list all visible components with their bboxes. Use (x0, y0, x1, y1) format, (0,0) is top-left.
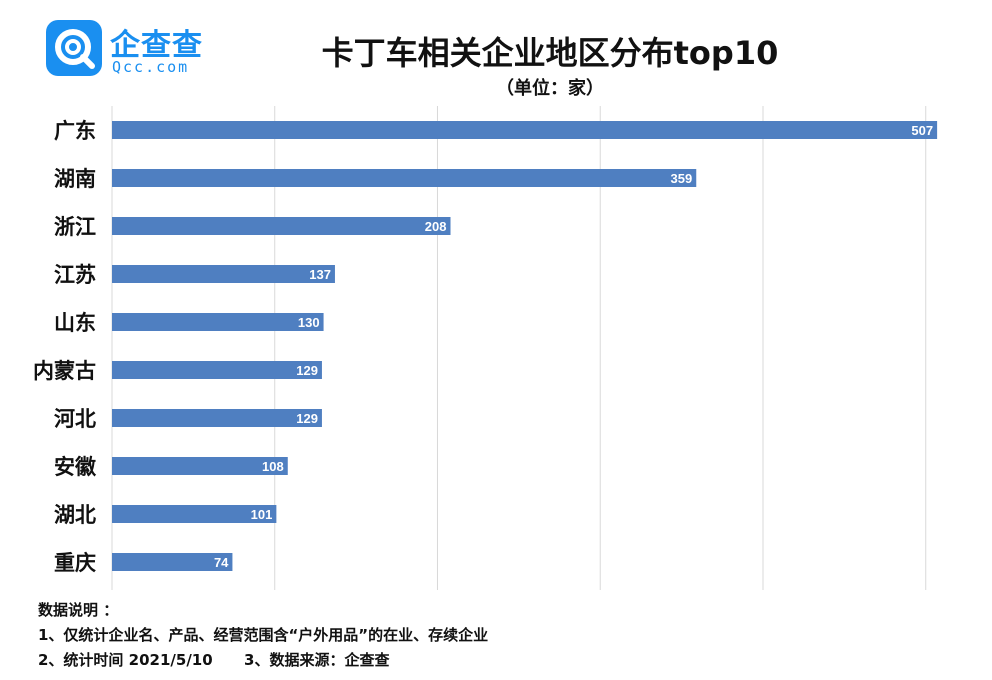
notes-heading: 数据说明 ： (38, 601, 119, 619)
data-label: 137 (309, 267, 331, 282)
bar-9 (112, 505, 277, 523)
bar-7 (112, 409, 322, 427)
magnifier-q-icon (46, 20, 102, 76)
logo-url: Qcc.com (112, 58, 190, 76)
bar-5 (112, 313, 324, 331)
data-label: 74 (214, 555, 229, 570)
data-label: 101 (251, 507, 273, 522)
category-label: 重庆 (54, 551, 96, 575)
category-label: 浙江 (54, 215, 96, 239)
data-label: 130 (298, 315, 320, 330)
bar-3 (112, 217, 451, 235)
chart-unit: （单位：家） (496, 78, 604, 99)
category-label: 内蒙古 (33, 359, 96, 383)
category-label: 安徽 (54, 455, 97, 479)
category-label: 广东 (54, 119, 96, 143)
data-label: 108 (262, 459, 284, 474)
category-label: 湖南 (54, 167, 96, 191)
bar-2 (112, 169, 697, 187)
category-label: 山东 (54, 311, 96, 335)
chart-title: 卡丁车相关企业地区分布top10 (321, 34, 779, 72)
data-label: 129 (296, 363, 318, 378)
logo-name: 企查查 (110, 28, 203, 63)
bar-6 (112, 361, 322, 379)
bar-4 (112, 265, 335, 283)
category-label: 湖北 (54, 503, 96, 527)
notes-line-1: 1、仅统计企业名、产品、经营范围含“户外用品”的在业、存续企业 (38, 626, 489, 644)
data-notes: 数据说明 ： 1、仅统计企业名、产品、经营范围含“户外用品”的在业、存续企业 2… (38, 598, 488, 673)
notes-line-2: 2、统计时间 2021/5/10 3、数据来源：企查查 (38, 651, 390, 669)
data-label: 208 (425, 219, 447, 234)
bar-10 (112, 553, 233, 571)
data-label: 129 (296, 411, 318, 426)
category-label: 河北 (54, 407, 96, 431)
category-label: 江苏 (54, 263, 96, 287)
data-label: 359 (671, 171, 693, 186)
logo: 企查查 Qcc.com (46, 20, 216, 80)
bar-8 (112, 457, 288, 475)
bar-1 (112, 121, 938, 139)
data-label: 507 (911, 123, 933, 138)
